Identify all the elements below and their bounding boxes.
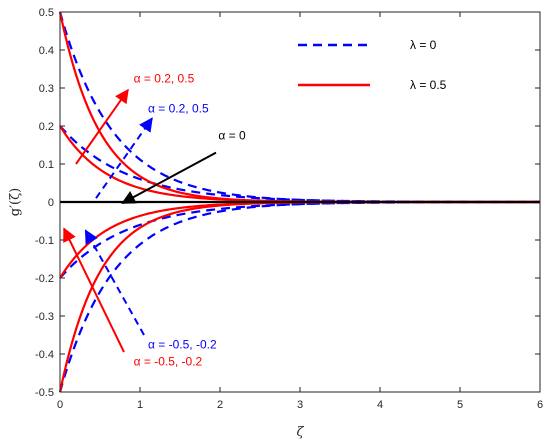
annotation-arrow-3 (84, 229, 145, 336)
y-tick-label: -0.5 (35, 387, 54, 399)
series-layer (58, 11, 540, 393)
y-axis-ticks: 0.5 0.4 0.3 0.2 0.1 0 -0.1 -0.2 -0.3 -0.4 -0.5 (35, 7, 540, 399)
x-tick-label: 3 (297, 399, 303, 411)
annotation-arrow-2 (121, 151, 217, 205)
legend: λ = 0 λ = 0.5 (298, 38, 447, 92)
x-axis-ticks: 0 1 2 3 4 5 6 (57, 12, 543, 411)
series-line-1 (59, 125, 540, 204)
annotation-arrow-1 (95, 117, 153, 199)
x-tick-label: 1 (137, 399, 143, 411)
annotation-label-3: α = -0.5, -0.2 (148, 337, 217, 351)
legend-label-lambda-0: λ = 0 (410, 38, 437, 52)
y-tick-label: 0.1 (39, 159, 54, 171)
x-tick-label: 2 (217, 399, 223, 411)
y-tick-label: -0.3 (35, 311, 54, 323)
legend-label-lambda-0.5: λ = 0.5 (410, 78, 447, 92)
annotation-label-4: α = -0.5, -0.2 (134, 354, 203, 368)
y-tick-label: 0.5 (39, 7, 54, 19)
y-axis-label: g′(ζ) (8, 188, 23, 216)
y-tick-label: 0.3 (39, 83, 54, 95)
x-tick-label: 4 (377, 399, 383, 411)
annotation-label-2: α = 0 (218, 128, 246, 142)
x-tick-label: 0 (57, 399, 63, 411)
plot-frame (59, 11, 541, 393)
x-axis-label: ζ (296, 425, 304, 440)
y-tick-label: -0.1 (35, 235, 54, 247)
y-tick-label: 0 (48, 197, 54, 209)
annotation-arrow-0 (75, 88, 129, 165)
annotation-label-0: α = 0.2, 0.5 (134, 71, 195, 85)
annotation-arrow-4 (63, 227, 125, 353)
y-tick-label: -0.4 (35, 349, 54, 361)
x-tick-label: 6 (537, 399, 543, 411)
y-tick-label: 0.2 (39, 121, 54, 133)
y-tick-label: -0.2 (35, 273, 54, 285)
annotation-layer: α = 0.2, 0.5 α = 0.2, 0.5 α = 0 α = -0.5, -… (63, 71, 246, 368)
x-tick-label: 5 (457, 399, 463, 411)
y-tick-label: 0.4 (39, 45, 54, 57)
annotation-label-1: α = 0.2, 0.5 (148, 102, 209, 116)
